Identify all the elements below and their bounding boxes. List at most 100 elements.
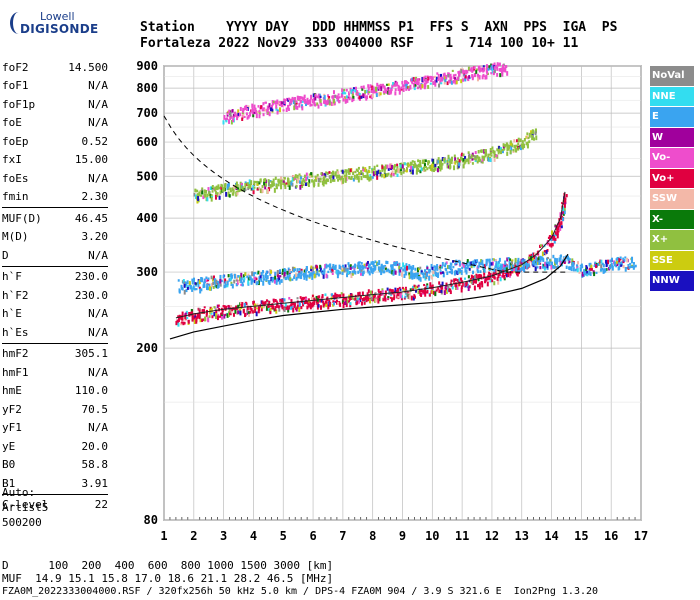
echo-mark: [546, 263, 549, 269]
echo-mark: [281, 272, 284, 275]
echo-mark: [365, 262, 368, 266]
echo-mark: [177, 315, 180, 318]
echo-mark: [604, 259, 607, 264]
echo-mark: [264, 101, 267, 104]
echo-mark: [240, 283, 243, 286]
echo-mark: [314, 93, 317, 97]
echo-mark: [185, 281, 188, 286]
echo-mark: [341, 299, 344, 304]
echo-mark: [351, 272, 354, 276]
echo-mark: [309, 103, 312, 107]
param-name: foF1p: [2, 97, 36, 111]
echo-mark: [246, 116, 249, 120]
echo-mark: [324, 293, 327, 297]
echo-mark: [252, 310, 255, 314]
echo-mark: [600, 264, 603, 269]
echo-mark: [508, 262, 511, 268]
echo-mark: [418, 85, 421, 89]
echo-mark: [304, 99, 307, 104]
echo-mark: [448, 164, 451, 170]
echo-mark: [482, 264, 485, 269]
echo-mark: [443, 287, 446, 292]
echo-mark: [400, 86, 403, 90]
echo-mark: [342, 98, 345, 102]
echo-mark: [293, 274, 296, 277]
echo-mark: [252, 279, 255, 283]
echo-mark: [418, 276, 421, 281]
echo-mark: [202, 195, 205, 200]
echo-mark: [374, 171, 377, 175]
echo-mark: [489, 277, 492, 280]
echo-mark: [550, 265, 553, 270]
echo-mark: [456, 160, 459, 165]
echo-mark: [466, 259, 469, 263]
echo-mark: [525, 264, 528, 270]
echo-mark: [431, 289, 434, 295]
echo-mark: [220, 186, 223, 190]
echo-mark: [344, 177, 347, 183]
echo-mark: [524, 261, 527, 266]
echo-mark: [490, 262, 493, 266]
echo-mark: [241, 117, 244, 121]
echo-mark: [420, 270, 423, 273]
echo-mark: [327, 264, 330, 268]
echo-mark: [225, 118, 228, 122]
echo-mark: [357, 92, 360, 96]
echo-mark: [440, 165, 443, 170]
echo-mark: [193, 315, 196, 320]
echo-mark: [561, 201, 564, 205]
echo-mark: [415, 78, 418, 83]
echo-mark: [454, 73, 457, 77]
echo-mark: [399, 167, 402, 170]
echo-mark: [275, 107, 278, 111]
echo-mark: [526, 132, 529, 136]
echo-mark: [344, 264, 347, 268]
echo-mark: [306, 300, 309, 305]
echo-mark: [415, 164, 418, 167]
echo-mark: [316, 95, 319, 99]
echo-mark: [316, 176, 319, 180]
echo-mark: [487, 274, 490, 278]
echo-mark: [230, 283, 233, 286]
echo-mark: [398, 265, 401, 270]
echo-mark: [331, 174, 334, 178]
echo-mark: [345, 88, 348, 92]
echo-mark: [424, 271, 427, 276]
echo-mark: [341, 88, 344, 93]
echo-mark: [283, 271, 286, 277]
y-tick-label: 200: [136, 341, 158, 355]
echo-mark: [378, 268, 381, 273]
echo-mark: [452, 265, 455, 269]
echo-mark: [264, 182, 267, 187]
param-name: yF1: [2, 421, 22, 435]
echo-mark: [567, 257, 570, 262]
echo-mark: [367, 176, 370, 181]
echo-mark: [428, 160, 431, 164]
echo-mark: [586, 273, 589, 277]
echo-mark: [462, 264, 465, 268]
echo-mark: [272, 298, 275, 303]
echo-mark: [207, 279, 210, 282]
legend-item: NNE: [650, 86, 694, 107]
echo-mark: [246, 182, 249, 185]
echo-mark: [441, 281, 444, 286]
echo-mark: [423, 163, 426, 167]
echo-mark: [247, 311, 250, 314]
echo-mark: [258, 181, 261, 185]
echo-mark: [445, 74, 448, 80]
echo-mark: [360, 266, 363, 269]
echo-mark: [325, 171, 328, 174]
echo-mark: [518, 146, 521, 149]
echo-mark: [285, 276, 288, 280]
echo-mark: [300, 270, 303, 275]
echo-mark: [499, 263, 502, 267]
echo-mark: [437, 273, 440, 278]
echo-mark: [563, 197, 566, 201]
echo-mark: [484, 75, 487, 80]
echo-mark: [280, 300, 283, 305]
echo-mark: [475, 273, 478, 279]
echo-mark: [462, 164, 465, 169]
echo-mark: [473, 157, 476, 160]
echo-mark: [207, 277, 210, 280]
echo-mark: [483, 155, 486, 161]
